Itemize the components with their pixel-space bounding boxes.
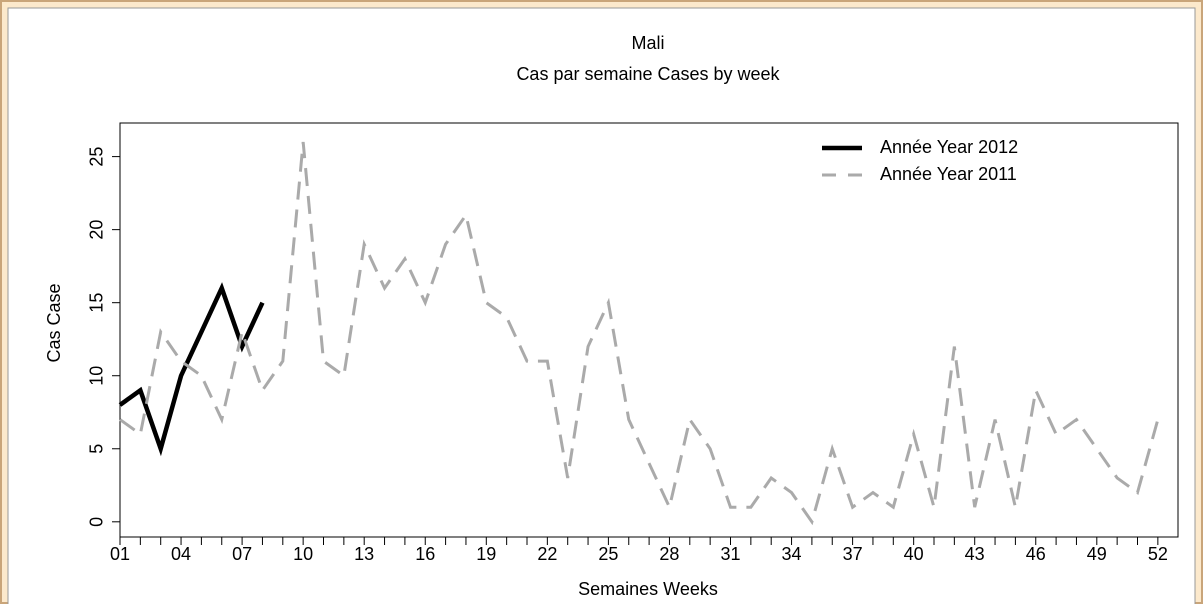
x-tick-label: 52 [1148, 544, 1168, 564]
y-tick-label: 15 [87, 293, 107, 313]
y-tick-label: 0 [87, 517, 107, 527]
y-tick-label: 5 [87, 444, 107, 454]
y-tick-label: 10 [87, 366, 107, 386]
panel [7, 7, 1196, 604]
x-tick-label: 37 [843, 544, 863, 564]
x-tick-label: 31 [720, 544, 740, 564]
x-tick-label: 46 [1026, 544, 1046, 564]
x-tick-label: 43 [965, 544, 985, 564]
x-tick-label: 28 [659, 544, 679, 564]
x-tick-label: 16 [415, 544, 435, 564]
y-tick-label: 25 [87, 147, 107, 167]
x-tick-label: 34 [782, 544, 802, 564]
x-tick-label: 01 [110, 544, 130, 564]
x-tick-label: 13 [354, 544, 374, 564]
x-tick-label: 04 [171, 544, 191, 564]
x-tick-label: 19 [476, 544, 496, 564]
chart-subtitle: Cas par semaine Cases by week [516, 64, 780, 84]
series-line [119, 141, 1160, 526]
x-tick-label: 22 [537, 544, 557, 564]
y-axis-label: Cas Case [44, 283, 64, 362]
series-line [118, 282, 265, 457]
x-tick-label: 25 [598, 544, 618, 564]
chart-title: Mali [631, 33, 664, 53]
legend-label: Année Year 2012 [880, 137, 1018, 157]
legend-label: Année Year 2011 [880, 164, 1017, 184]
x-axis-label: Semaines Weeks [578, 579, 718, 599]
x-tick-label: 10 [293, 544, 313, 564]
x-tick-label: 07 [232, 544, 252, 564]
x-tick-label: 40 [904, 544, 924, 564]
x-tick-label: 49 [1087, 544, 1107, 564]
y-tick-label: 20 [87, 220, 107, 240]
